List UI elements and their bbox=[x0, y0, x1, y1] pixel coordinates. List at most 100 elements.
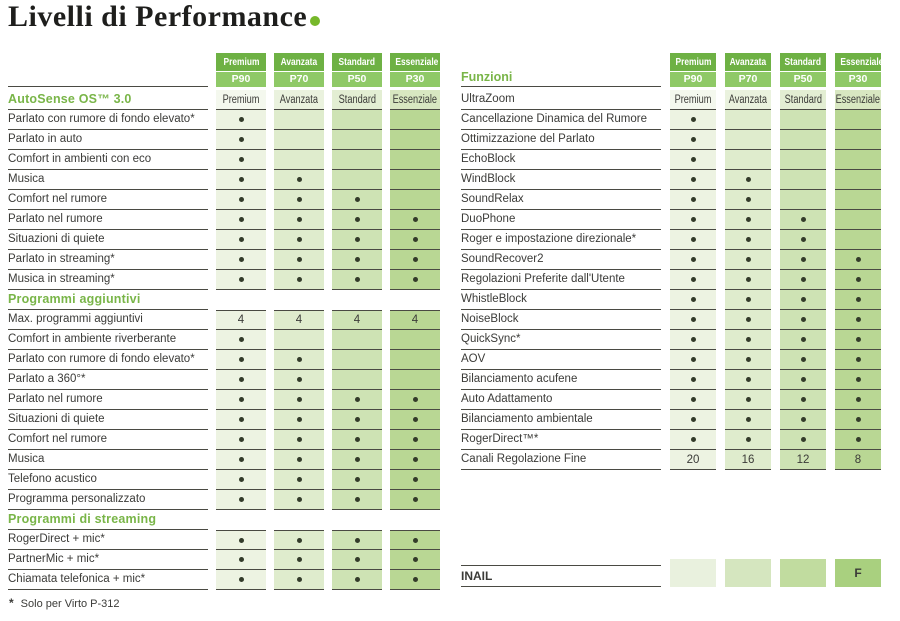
dot-icon bbox=[690, 197, 696, 202]
dot-icon bbox=[855, 417, 861, 422]
dot-icon bbox=[354, 257, 360, 262]
matrix-cell bbox=[835, 350, 881, 370]
matrix-cell bbox=[390, 550, 440, 570]
dot-icon bbox=[745, 337, 751, 342]
matrix-cell bbox=[390, 430, 440, 450]
dot-icon bbox=[296, 357, 302, 362]
dot-icon bbox=[855, 377, 861, 382]
matrix-cell bbox=[274, 570, 324, 590]
row-label: SoundRelax bbox=[461, 190, 661, 210]
functions-heading: Funzioni bbox=[461, 53, 661, 87]
matrix-cell bbox=[274, 330, 324, 350]
cell-value: Avanzata bbox=[729, 56, 767, 68]
matrix-cell bbox=[725, 290, 771, 310]
matrix-cell bbox=[332, 490, 382, 510]
table-row: Canali Regolazione Fine 20 16 12 8 bbox=[461, 450, 881, 470]
row-label: Parlato in auto bbox=[8, 130, 208, 150]
matrix-cell: 4 bbox=[216, 310, 266, 330]
matrix-cell bbox=[332, 110, 382, 130]
functions-table: Funzioni Premium P90 Avanzata P70 Standard P50… bbox=[461, 53, 883, 587]
dot-icon bbox=[855, 297, 861, 302]
matrix-cell bbox=[332, 370, 382, 390]
dot-icon bbox=[855, 337, 861, 342]
column-header-p50: Standard P50 bbox=[332, 53, 382, 87]
dot-icon bbox=[800, 377, 806, 382]
row-label: Parlato nel rumore bbox=[8, 390, 208, 410]
table-row: PartnerMic + mic* bbox=[8, 550, 440, 570]
row-label: Regolazioni Preferite dall'Utente bbox=[461, 270, 661, 290]
column-header-p50: Standard P50 bbox=[780, 53, 826, 87]
matrix-cell bbox=[390, 250, 440, 270]
dot-icon bbox=[800, 437, 806, 442]
dot-icon bbox=[296, 377, 302, 382]
table-row: Comfort nel rumore bbox=[8, 190, 440, 210]
matrix-cell bbox=[390, 230, 440, 250]
matrix-cell: 4 bbox=[332, 310, 382, 330]
row-label: Musica in streaming* bbox=[8, 270, 208, 290]
row-label: WhistleBlock bbox=[461, 290, 661, 310]
matrix-cell bbox=[274, 190, 324, 210]
dot-icon bbox=[745, 177, 751, 182]
dot-icon bbox=[238, 377, 244, 382]
matrix-cell bbox=[274, 430, 324, 450]
column-tier-label: Standard bbox=[332, 53, 382, 71]
matrix-cell bbox=[332, 250, 382, 270]
matrix-cell bbox=[780, 210, 826, 230]
matrix-cell bbox=[835, 130, 881, 150]
matrix-cell bbox=[835, 250, 881, 270]
matrix-cell bbox=[835, 210, 881, 230]
dot-icon bbox=[800, 297, 806, 302]
cell-value: Premium bbox=[222, 93, 260, 106]
dot-icon bbox=[354, 457, 360, 462]
table-row: Comfort in ambienti con eco bbox=[8, 150, 440, 170]
dot-icon bbox=[690, 117, 696, 122]
matrix-cell bbox=[390, 510, 440, 530]
matrix-cell bbox=[390, 270, 440, 290]
matrix-cell bbox=[332, 470, 382, 490]
dot-icon bbox=[412, 537, 418, 543]
table-row: Chiamata telefonica + mic* bbox=[8, 570, 440, 590]
matrix-cell bbox=[332, 210, 382, 230]
dot-icon bbox=[690, 317, 696, 322]
matrix-cell bbox=[332, 350, 382, 370]
dot-icon bbox=[800, 257, 806, 262]
cell-value: 4 bbox=[353, 314, 361, 326]
row-label: Chiamata telefonica + mic* bbox=[8, 570, 208, 590]
row-label: Ottimizzazione del Parlato bbox=[461, 130, 661, 150]
dot-icon bbox=[238, 237, 244, 242]
matrix-cell bbox=[390, 370, 440, 390]
section-heading: Programmi di streaming bbox=[8, 510, 208, 530]
matrix-cell: Premium bbox=[216, 90, 266, 110]
matrix-cell bbox=[835, 330, 881, 350]
row-label: PartnerMic + mic* bbox=[8, 550, 208, 570]
row-label: Parlato nel rumore bbox=[8, 210, 208, 230]
matrix-cell bbox=[780, 190, 826, 210]
table-row: Parlato con rumore di fondo elevato* bbox=[8, 110, 440, 130]
header-spacer bbox=[8, 53, 208, 87]
dot-icon bbox=[238, 557, 244, 562]
table-row: RogerDirect™* bbox=[461, 430, 881, 450]
row-label: Programma personalizzato bbox=[8, 490, 208, 510]
cell-value: Premium bbox=[675, 56, 711, 68]
matrix-cell bbox=[670, 150, 716, 170]
matrix-cell bbox=[332, 270, 382, 290]
matrix-cell bbox=[216, 550, 266, 570]
matrix-cell bbox=[216, 190, 266, 210]
matrix-cell: 4 bbox=[274, 310, 324, 330]
dot-icon bbox=[412, 397, 418, 402]
row-label: QuickSync* bbox=[461, 330, 661, 350]
table-row: Musica bbox=[8, 170, 440, 190]
footnote-text: Solo per Virto P-312 bbox=[20, 598, 120, 610]
matrix-cell bbox=[835, 230, 881, 250]
dot-icon bbox=[238, 497, 244, 502]
dot-icon bbox=[412, 237, 418, 242]
matrix-cell bbox=[780, 110, 826, 130]
matrix-cell bbox=[332, 230, 382, 250]
table-row: Parlato a 360°* bbox=[8, 370, 440, 390]
dot-icon bbox=[296, 497, 302, 502]
table-row: Bilanciamento ambientale bbox=[461, 410, 881, 430]
dot-icon bbox=[296, 257, 302, 262]
table-row: DuoPhone bbox=[461, 210, 881, 230]
matrix-cell bbox=[390, 390, 440, 410]
matrix-cell bbox=[332, 130, 382, 150]
